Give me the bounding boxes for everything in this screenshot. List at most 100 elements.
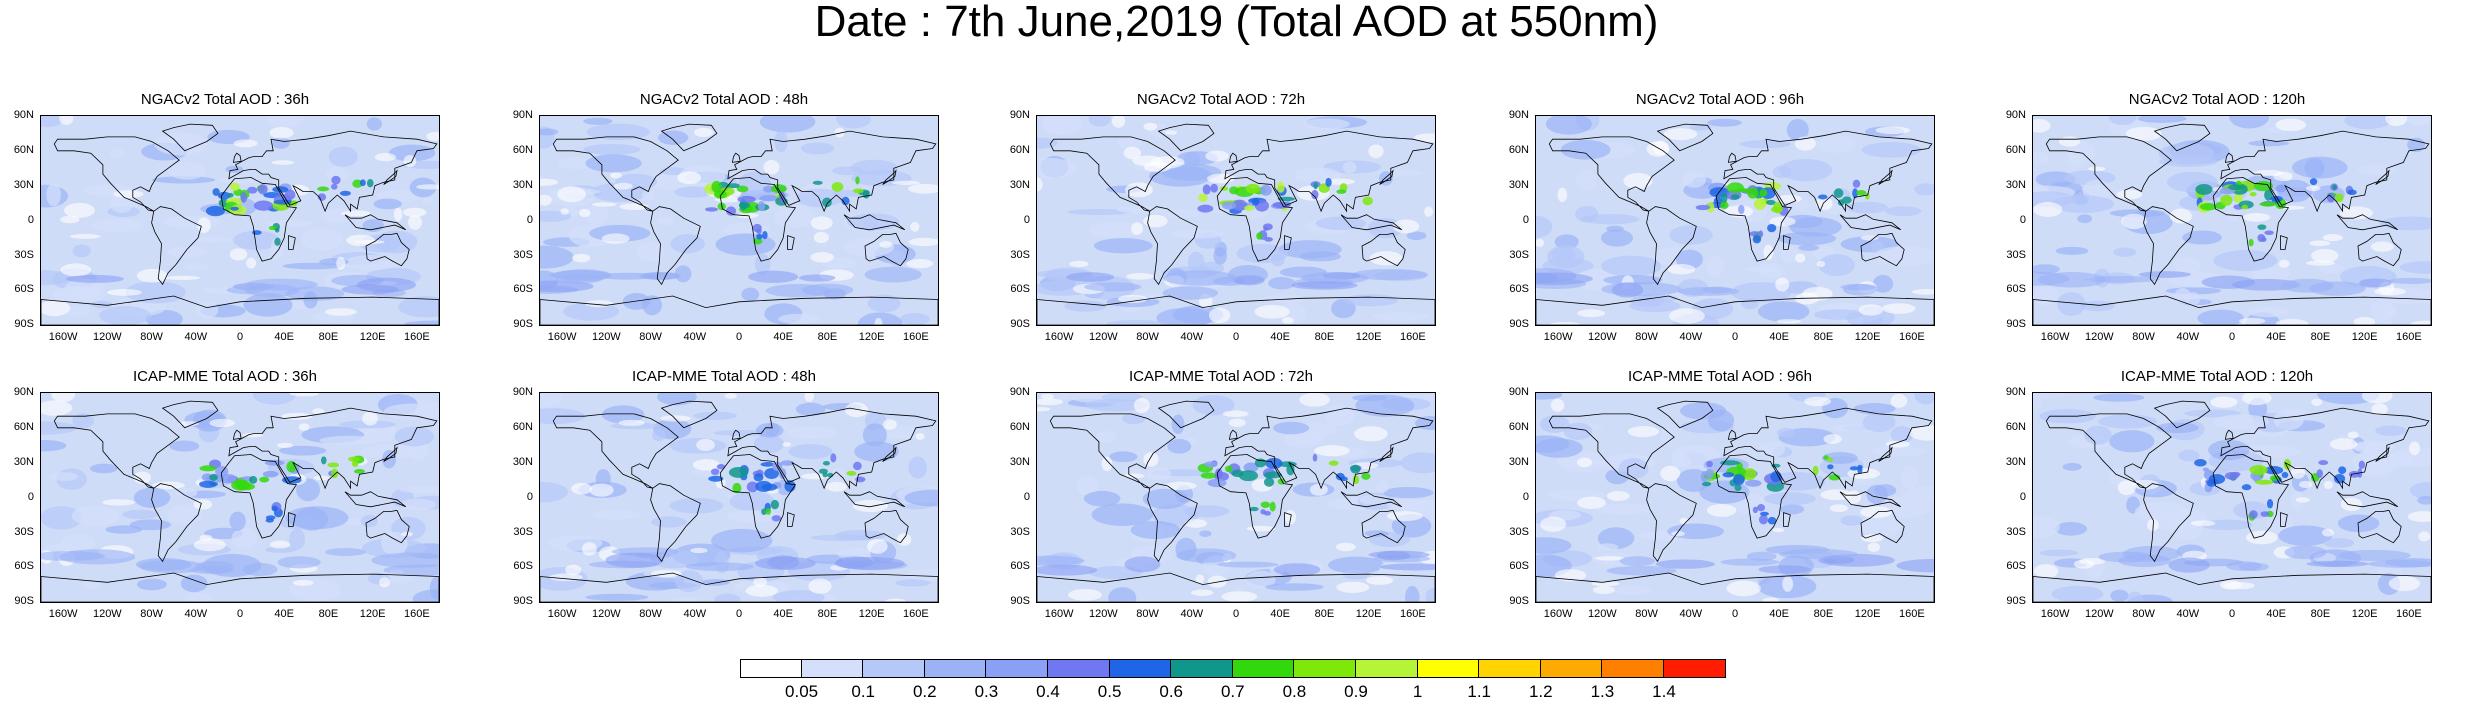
longitude-tick-label: 40W [184, 331, 208, 343]
longitude-tick-label: 120W [92, 331, 122, 343]
longitude-tick-label: 80W [1635, 331, 1658, 343]
map-frame [1535, 115, 1935, 326]
longitude-tick-label: 80E [2310, 608, 2331, 620]
latitude-tick-label: 90N [13, 109, 34, 121]
latitude-tick-label: 60N [512, 144, 533, 156]
longitude-tick-label: 40W [2176, 608, 2200, 620]
latitude-tick-label: 60N [13, 144, 34, 156]
colorbar-tick-label: 1.2 [1528, 682, 1553, 701]
longitude-tick-label: 120E [2351, 608, 2378, 620]
map-frame [1535, 392, 1935, 603]
latitude-tick-label: 90N [1009, 109, 1030, 121]
colorbar-tick-label: 1.1 [1467, 682, 1491, 701]
map-panel: ICAP-MME Total AOD : 36h 90N 60N 30N 0 30S 60S… [10, 369, 440, 620]
longitude-tick-label: 40E [1769, 608, 1789, 620]
latitude-tick-label: 60N [2005, 144, 2026, 156]
latitude-tick-label: 30N [13, 456, 34, 468]
aod-map [41, 116, 439, 325]
longitude-tick-label: 0 [735, 608, 743, 620]
longitude-tick-label: 0 [735, 331, 743, 343]
longitude-tick-label: 0 [1731, 608, 1739, 620]
colorbar-swatch [1109, 659, 1172, 678]
colorbar-swatch [801, 659, 864, 678]
latitude-tick-label: 60S [1509, 283, 1529, 295]
longitude-tick-label: 160E [1400, 608, 1426, 620]
panel-title: ICAP-MME Total AOD : 96h [1628, 368, 1812, 385]
latitude-tick-label: 30N [1009, 456, 1030, 468]
map-frame [1036, 392, 1436, 603]
map-panel: ICAP-MME Total AOD : 72h 90N 60N 30N 0 30S 60S… [1006, 369, 1436, 620]
longitude-tick-label: 40E [1270, 608, 1290, 620]
longitude-tick-label: 160E [903, 608, 929, 620]
colorbar-swatch [1479, 659, 1541, 678]
colorbar-tick-label: 1 [1412, 682, 1423, 701]
latitude-tick-label: 60S [14, 560, 34, 572]
longitude-tick-label: 80E [1813, 331, 1834, 343]
map-panel: NGACv2 Total AOD : 96h 90N 60N 30N 0 30S 60S 90… [1505, 92, 1935, 343]
colorbar-swatch [740, 659, 802, 678]
latitude-tick-label: 60N [13, 421, 34, 433]
longitude-tick-label: 120W [591, 331, 621, 343]
longitude-tick-label: 120W [2084, 331, 2114, 343]
longitude-tick-label: 80E [1314, 331, 1335, 343]
colorbar-tick-label: 0.6 [1159, 682, 1183, 701]
panel-title: NGACv2 Total AOD : 72h [1136, 91, 1306, 108]
latitude-tick-label: 30N [13, 179, 34, 191]
colorbar-swatch [1602, 659, 1664, 678]
map-frame [2032, 392, 2432, 603]
longitude-tick-label: 40W [1180, 331, 1204, 343]
latitude-tick-label: 90N [512, 386, 533, 398]
latitude-tick-label: 0 [526, 491, 533, 503]
figure-title: Date : 7th June,2019 (Total AOD at 550nm… [814, 0, 1659, 46]
colorbar-swatch [1171, 659, 1233, 678]
longitude-tick-label: 160E [2396, 608, 2422, 620]
aod-map [1536, 116, 1934, 325]
colorbar-swatch [1047, 659, 1110, 678]
latitude-tick-label: 90S [1509, 318, 1529, 330]
latitude-tick-label: 90S [1509, 595, 1529, 607]
longitude-tick-label: 40W [1679, 331, 1703, 343]
map-panel: ICAP-MME Total AOD : 120h 90N 60N 30N 0 30S 60… [2002, 369, 2432, 620]
longitude-tick-label: 120W [1587, 608, 1617, 620]
latitude-tick-label: 30S [14, 249, 34, 261]
latitude-tick-label: 60N [1508, 421, 1529, 433]
latitude-tick-label: 90S [2006, 595, 2026, 607]
longitude-tick-label: 120E [1854, 331, 1881, 343]
colorbar-swatch [924, 659, 987, 678]
longitude-tick-label: 160W [2040, 608, 2070, 620]
latitude-tick-label: 90N [1009, 386, 1030, 398]
colorbar-tick-label: 0.5 [1097, 682, 1122, 701]
panel-title: NGACv2 Total AOD : 48h [639, 91, 809, 108]
colorbar-tick-label: 0.1 [851, 682, 875, 701]
latitude-tick-label: 60S [2006, 560, 2026, 572]
longitude-tick-label: 160E [404, 331, 430, 343]
colorbar-swatch [1417, 659, 1480, 678]
longitude-tick-label: 40W [1679, 608, 1703, 620]
longitude-tick-label: 80W [1635, 608, 1658, 620]
longitude-tick-label: 80W [2132, 331, 2155, 343]
map-panel: NGACv2 Total AOD : 48h 90N 60N 30N 0 30S 60S 90… [509, 91, 939, 343]
longitude-tick-label: 80W [1136, 608, 1159, 620]
longitude-tick-label: 120E [2351, 331, 2378, 343]
longitude-tick-label: 120W [591, 608, 621, 620]
longitude-tick-label: 120E [858, 331, 885, 343]
latitude-tick-label: 30S [513, 526, 533, 538]
latitude-tick-label: 30N [1508, 179, 1529, 191]
longitude-tick-label: 160W [48, 608, 78, 620]
colorbar-tick-label: 0.4 [1036, 682, 1060, 701]
aod-map [540, 393, 938, 602]
latitude-tick-label: 0 [1522, 214, 1529, 226]
aod-colorbar [740, 659, 1726, 678]
colorbar-swatch [1232, 659, 1295, 678]
longitude-tick-label: 40E [1270, 331, 1290, 343]
longitude-tick-label: 40E [2266, 608, 2286, 620]
longitude-tick-label: 120W [2084, 608, 2114, 620]
longitude-tick-label: 0 [236, 608, 244, 620]
longitude-tick-label: 80W [639, 331, 662, 343]
latitude-tick-label: 90N [512, 109, 533, 121]
colorbar-swatch [1294, 659, 1356, 678]
map-panel: NGACv2 Total AOD : 36h 90N 60N 30N 0 30S 60S 90… [10, 92, 440, 343]
colorbar-tick-label: 0.8 [1282, 682, 1307, 701]
longitude-tick-label: 80W [140, 608, 163, 620]
longitude-tick-label: 160W [2040, 331, 2070, 343]
